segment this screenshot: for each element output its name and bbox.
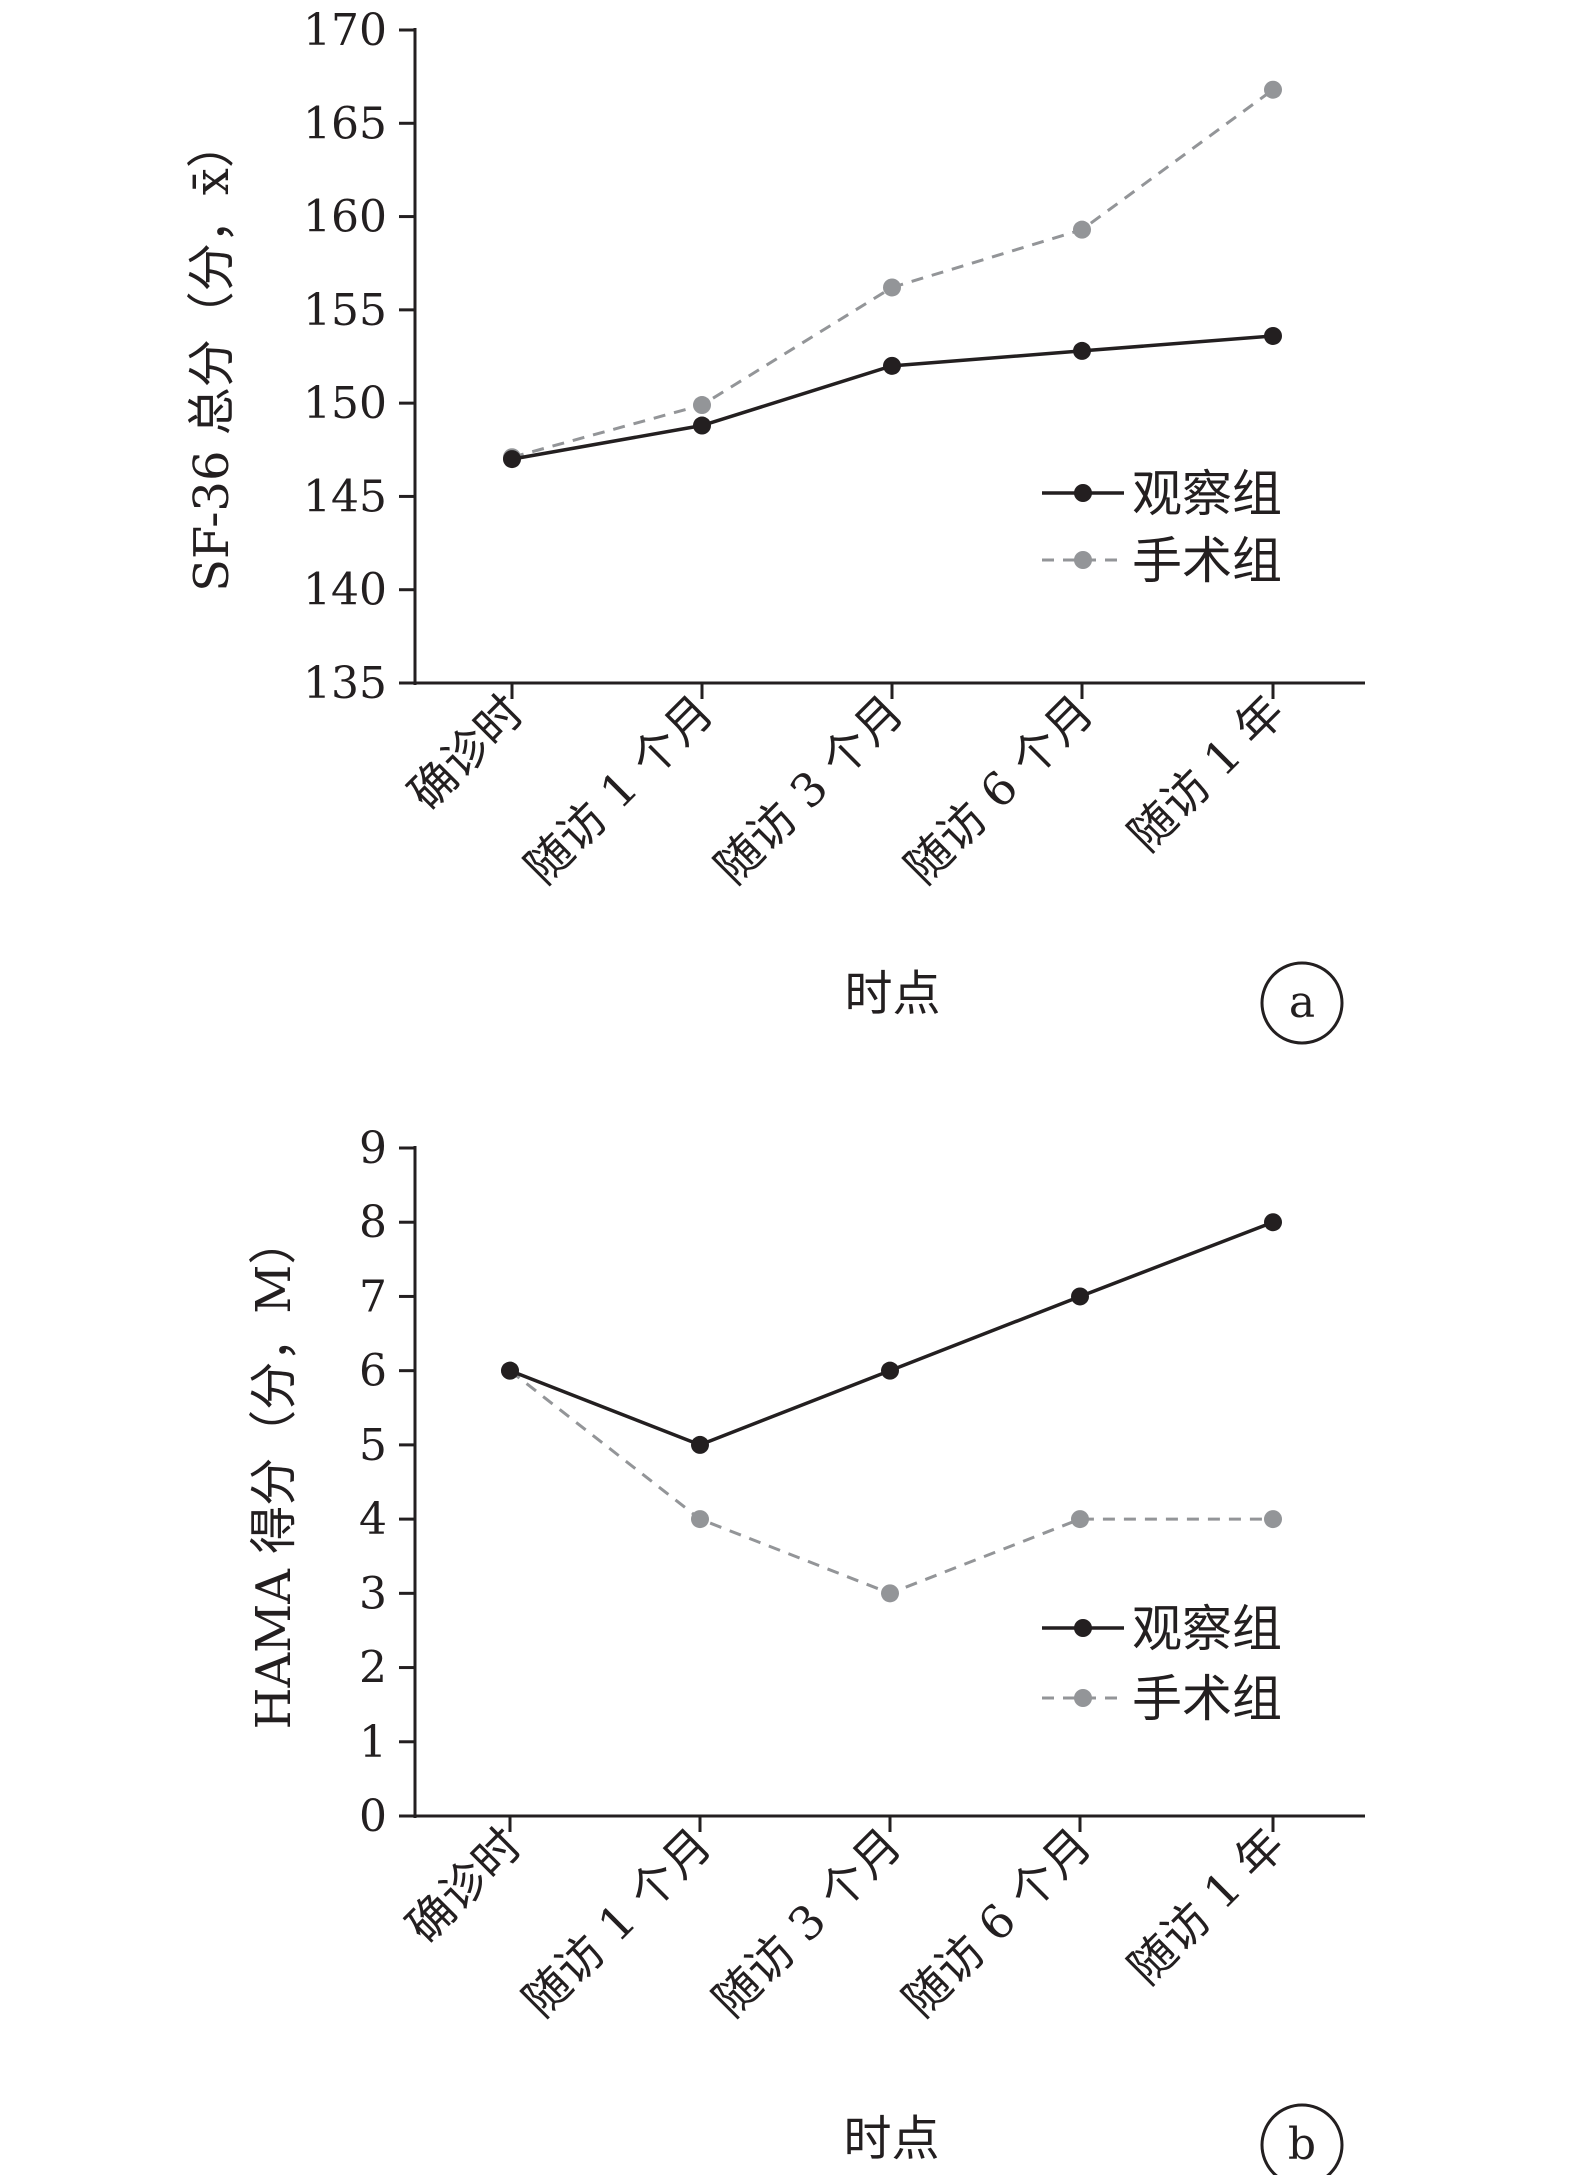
y-tick-label: 7 bbox=[359, 1271, 387, 1322]
x-tick-label: 随访 3 个月 bbox=[702, 1818, 912, 2028]
legend-marker bbox=[1074, 551, 1092, 569]
x-tick-label: 随访 1 个月 bbox=[512, 1818, 722, 2028]
y-tick-label: 160 bbox=[303, 192, 387, 243]
y-tick-label: 170 bbox=[303, 5, 387, 56]
y-tick-label: 2 bbox=[359, 1643, 387, 1694]
x-axis-title: 时点 bbox=[843, 2111, 939, 2167]
data-point-series-1 bbox=[691, 1435, 709, 1454]
y-tick-label: 150 bbox=[303, 378, 387, 429]
x-tick-label: 随访 1 年 bbox=[1118, 1818, 1295, 1995]
y-tick-label: 5 bbox=[359, 1420, 387, 1471]
x-tick-label: 确诊时 bbox=[396, 1818, 532, 1954]
y-tick-label: 6 bbox=[359, 1346, 387, 1397]
y-tick-label: 4 bbox=[359, 1494, 387, 1545]
data-point-series-1 bbox=[501, 1361, 519, 1380]
legend-marker bbox=[1074, 1619, 1092, 1637]
data-point-series-1 bbox=[693, 416, 711, 435]
y-tick-label: 1 bbox=[359, 1717, 387, 1768]
panel-label: a bbox=[1289, 977, 1315, 1028]
data-point-series-1 bbox=[883, 356, 901, 375]
series-line-2 bbox=[509, 1369, 1273, 1595]
x-tick-label: 随访 3 个月 bbox=[704, 685, 914, 895]
data-point-series-1 bbox=[1073, 341, 1091, 360]
data-point-series-1 bbox=[1264, 1213, 1282, 1232]
x-tick-label: 随访 1 个月 bbox=[514, 685, 724, 895]
y-tick-label: 165 bbox=[303, 98, 387, 149]
x-tick-label: 随访 6 个月 bbox=[892, 1818, 1102, 2028]
y-axis-title: HAMA 得分（分，M） bbox=[246, 1217, 302, 1730]
panel-label-circle bbox=[1260, 961, 1344, 1045]
x-tick-label: 确诊时 bbox=[398, 685, 534, 821]
y-tick-label: 140 bbox=[303, 565, 387, 616]
y-tick-label: 8 bbox=[359, 1197, 387, 1248]
legend-label: 观察组 bbox=[1132, 465, 1282, 523]
data-point-series-1 bbox=[1071, 1287, 1089, 1306]
data-point-series-1 bbox=[1264, 326, 1282, 345]
x-tick-label: 随访 6 个月 bbox=[894, 685, 1104, 895]
legend-label: 手术组 bbox=[1132, 532, 1282, 590]
x-axis-title: 时点 bbox=[844, 966, 940, 1022]
data-point-series-1 bbox=[881, 1361, 899, 1380]
y-tick-label: 145 bbox=[303, 471, 387, 522]
data-point-series-2 bbox=[1073, 220, 1091, 239]
data-point-series-2 bbox=[691, 1510, 709, 1529]
data-point-series-2 bbox=[693, 396, 711, 415]
y-axis-title: SF-36 总分（分，x̄） bbox=[184, 120, 240, 592]
data-point-series-1 bbox=[503, 450, 521, 469]
y-tick-label: 0 bbox=[359, 1791, 387, 1842]
y-tick-label: 155 bbox=[303, 285, 387, 336]
x-tick-label: 随访 1 年 bbox=[1118, 685, 1295, 862]
legend-label: 观察组 bbox=[1132, 1600, 1282, 1658]
series-line-2 bbox=[511, 88, 1274, 459]
data-point-series-2 bbox=[1264, 1510, 1282, 1529]
data-point-series-2 bbox=[883, 278, 901, 297]
panel-label-circle bbox=[1260, 2103, 1344, 2175]
data-point-series-2 bbox=[1071, 1510, 1089, 1529]
legend-marker bbox=[1074, 1689, 1092, 1707]
y-tick-label: 9 bbox=[359, 1123, 387, 1174]
data-point-series-2 bbox=[881, 1584, 899, 1603]
y-tick-label: 3 bbox=[359, 1568, 387, 1619]
series-line-1 bbox=[509, 1220, 1274, 1447]
legend-label: 手术组 bbox=[1132, 1670, 1282, 1728]
legend-marker bbox=[1074, 484, 1092, 502]
panel-label: b bbox=[1288, 2119, 1316, 2170]
series-line-1 bbox=[511, 334, 1274, 461]
y-tick-label: 135 bbox=[303, 658, 387, 709]
data-point-series-2 bbox=[1264, 80, 1282, 99]
